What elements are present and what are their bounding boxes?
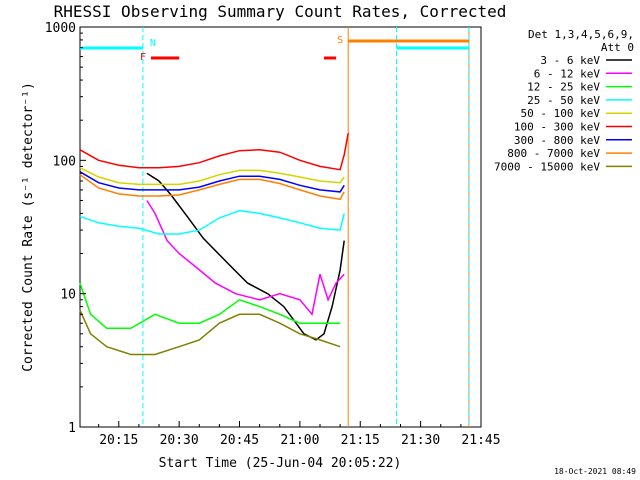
annotation-group: NF S — [80, 27, 470, 427]
y-tick-label-2: 100 — [53, 154, 76, 169]
series-line-4 — [79, 167, 345, 186]
legend-label-2: 12 - 25 keV — [527, 81, 600, 94]
legend-label-6: 300 - 800 keV — [514, 134, 600, 147]
flag-label-n: N — [150, 38, 156, 49]
plot-border — [79, 26, 482, 428]
legend-header-0: Det 1,3,4,5,6,9, — [528, 28, 634, 41]
x-tick-label-2: 20:45 — [220, 433, 259, 448]
y-tick-label-3: 1000 — [45, 21, 76, 36]
legend-header-1: Att 0 — [601, 41, 634, 54]
series-line-0 — [146, 172, 345, 341]
x-axis-label: Start Time (25-Jun-04 20:05:22) — [159, 456, 402, 471]
footer-group: 18-Oct-2021 08:49 — [554, 467, 636, 476]
x-tick-label-1: 20:30 — [160, 433, 199, 448]
series-line-2 — [79, 282, 341, 330]
axes-group: 1 10 100 1000 20:15 20:30 20:45 21:00 21:15 21:30… — [21, 21, 501, 471]
flag-label-f: F — [140, 52, 146, 63]
series-group — [79, 132, 349, 356]
legend-label-5: 100 - 300 keV — [514, 121, 600, 134]
legend-label-8: 7000 - 15000 keV — [494, 160, 600, 173]
plot-frame — [79, 26, 482, 428]
legend-label-3: 25 - 50 keV — [527, 94, 600, 107]
y-tick-label-0: 1 — [68, 421, 76, 436]
x-tick-label-5: 21:30 — [401, 433, 440, 448]
series-line-6 — [79, 171, 345, 193]
legend-label-0: 3 - 6 keV — [540, 54, 600, 67]
y-axis-label: Corrected Count Rate (s⁻¹ detector⁻¹) — [21, 82, 36, 372]
legend-label-1: 6 - 12 keV — [534, 67, 601, 80]
y-tick-label-1: 10 — [60, 288, 76, 303]
series-line-8 — [79, 309, 341, 356]
flag-label-s: S — [337, 35, 343, 46]
series-line-3 — [79, 209, 345, 235]
x-tick-label-4: 21:15 — [341, 433, 380, 448]
legend-label-7: 800 - 7000 keV — [507, 147, 600, 160]
x-tick-label-3: 21:00 — [280, 433, 319, 448]
legend-label-4: 50 - 100 keV — [521, 107, 601, 120]
series-line-7 — [79, 174, 345, 201]
x-tick-label-0: 20:15 — [99, 433, 138, 448]
footer-date: 18-Oct-2021 08:49 — [554, 467, 636, 476]
series-line-5 — [79, 132, 349, 171]
chart-title: RHESSI Observing Summary Count Rates, Co… — [54, 2, 507, 21]
series-line-1 — [146, 200, 345, 316]
title-group: RHESSI Observing Summary Count Rates, Co… — [54, 2, 507, 21]
x-tick-label-6: 21:45 — [461, 433, 500, 448]
